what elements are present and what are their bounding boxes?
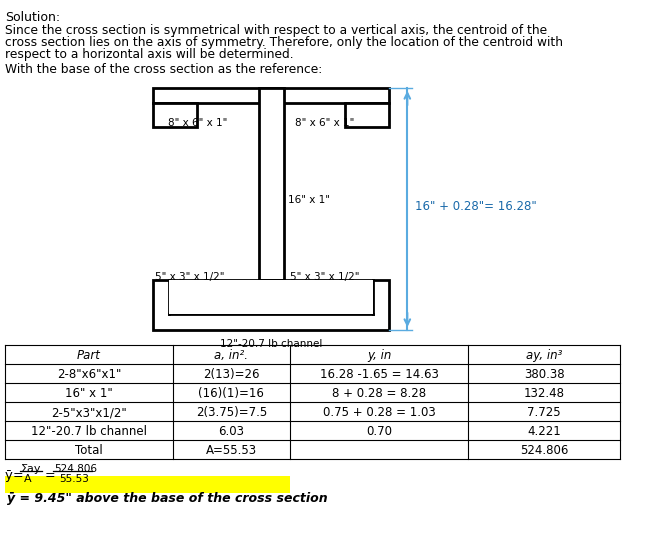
Polygon shape [153,103,196,127]
Text: 12"-20.7 lb channel: 12"-20.7 lb channel [31,425,147,438]
Text: =: = [45,469,56,482]
Text: Total: Total [75,444,103,457]
Text: 380.38: 380.38 [524,368,564,381]
Text: Σay: Σay [21,464,41,474]
Polygon shape [259,88,283,280]
Text: 7.725: 7.725 [527,406,561,419]
Text: 8" x 6" x 1": 8" x 6" x 1" [168,118,228,128]
Text: 524.806: 524.806 [54,464,97,474]
Text: A=55.53: A=55.53 [206,444,257,457]
Text: 6.03: 6.03 [218,425,245,438]
Text: y, in: y, in [367,349,391,362]
Text: 12"-20.7 lb channel: 12"-20.7 lb channel [220,339,323,349]
Text: 5" x 3" x 1/2": 5" x 3" x 1/2" [290,272,360,282]
Text: 0.70: 0.70 [366,425,392,438]
Text: a, in².: a, in². [214,349,249,362]
Polygon shape [153,88,389,103]
Text: 5" x 3" x 1/2": 5" x 3" x 1/2" [155,272,224,282]
Text: 55.53: 55.53 [59,474,89,484]
Text: 132.48: 132.48 [523,387,565,400]
Text: =: = [13,469,23,482]
Text: 2(13)=26: 2(13)=26 [203,368,259,381]
Text: 2(3.75)=7.5: 2(3.75)=7.5 [196,406,267,419]
Text: 16" + 0.28"= 16.28": 16" + 0.28"= 16.28" [415,200,537,213]
Polygon shape [344,103,389,127]
Polygon shape [169,280,373,314]
Text: Part: Part [77,349,101,362]
Text: With the base of the cross section as the reference:: With the base of the cross section as th… [5,63,322,76]
Text: 16.28 -1.65 = 14.63: 16.28 -1.65 = 14.63 [320,368,439,381]
Text: 0.75 + 0.28 = 1.03: 0.75 + 0.28 = 1.03 [323,406,436,419]
Text: 2-5"x3"x1/2": 2-5"x3"x1/2" [51,406,127,419]
Text: (16)(1)=16: (16)(1)=16 [198,387,264,400]
Text: 16" x 1": 16" x 1" [288,195,330,205]
Text: 2-8"x6"x1": 2-8"x6"x1" [57,368,121,381]
Text: Solution:: Solution: [5,11,60,24]
Bar [5,476,290,493]
Text: respect to a horizontal axis will be determined.: respect to a horizontal axis will be det… [5,48,293,61]
Text: 524.806: 524.806 [520,444,568,457]
Text: ȳ: ȳ [5,469,13,482]
Text: 4.221: 4.221 [527,425,561,438]
Text: A: A [24,474,32,484]
Text: 8 + 0.28 = 8.28: 8 + 0.28 = 8.28 [332,387,426,400]
Text: cross section lies on the axis of symmetry. Therefore, only the location of the : cross section lies on the axis of symmet… [5,36,563,49]
Polygon shape [153,280,389,330]
Text: 8" x 6" x 1": 8" x 6" x 1" [295,118,354,128]
Text: ay, in³: ay, in³ [526,349,562,362]
Text: 16" x 1": 16" x 1" [65,387,113,400]
Text: ȳ = 9.45" above the base of the cross section: ȳ = 9.45" above the base of the cross se… [7,492,328,505]
Text: Since the cross section is symmetrical with respect to a vertical axis, the cent: Since the cross section is symmetrical w… [5,24,547,37]
